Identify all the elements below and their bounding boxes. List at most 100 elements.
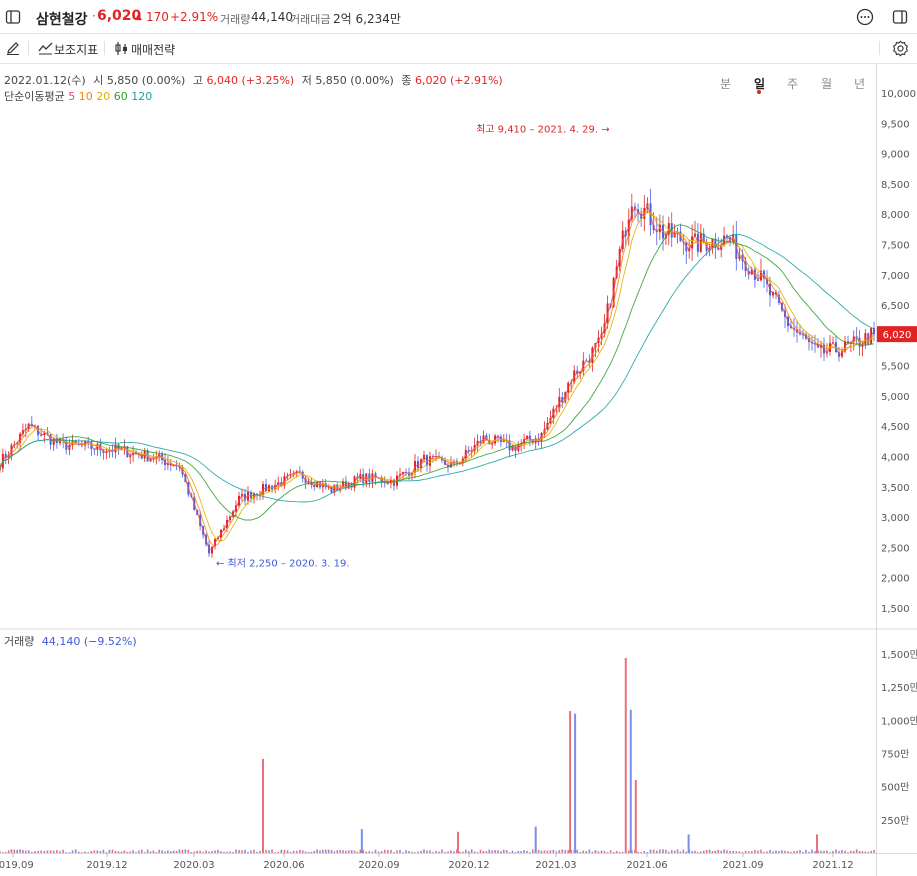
volume-bar xyxy=(90,850,93,853)
volume-bar xyxy=(832,850,834,853)
period-year[interactable]: 년 xyxy=(854,77,866,91)
price-tick-label: 3,500 xyxy=(881,483,910,494)
volume-bar xyxy=(855,849,858,853)
volume-label: 거래량 xyxy=(220,13,251,26)
volume-bar xyxy=(319,850,321,853)
volume-bar xyxy=(476,852,479,853)
indicator-icon[interactable] xyxy=(37,39,53,57)
volume-bar xyxy=(295,850,298,853)
volume-tick-label: 1,250만 xyxy=(881,682,917,694)
volume-bar xyxy=(417,851,419,853)
volume-bar xyxy=(858,850,861,853)
volume-bar xyxy=(143,852,146,853)
volume-bar xyxy=(155,852,158,853)
volume-bar xyxy=(741,852,744,853)
sidebar-toggle-icon[interactable] xyxy=(4,8,22,26)
volume-bar xyxy=(114,850,117,853)
volume-bar xyxy=(259,850,261,853)
volume-bar xyxy=(781,850,783,853)
volume-bar xyxy=(161,850,163,853)
volume-bar xyxy=(426,850,428,853)
strategy-icon[interactable] xyxy=(113,39,129,57)
volume-bar xyxy=(628,850,630,853)
volume-bar xyxy=(135,851,137,853)
volume-bar xyxy=(717,849,720,853)
volume-bar xyxy=(662,849,664,853)
period-week[interactable]: 주 xyxy=(787,77,799,91)
volume-bar xyxy=(546,850,549,853)
volume-bar xyxy=(333,851,336,853)
volume-bar xyxy=(0,851,1,853)
candle-body xyxy=(0,468,1,470)
ma-line-120 xyxy=(0,233,875,503)
volume-bar xyxy=(268,850,270,853)
volume-tick-label: 1,000만 xyxy=(881,715,917,727)
volume-bar xyxy=(132,850,134,853)
volume-bar xyxy=(87,852,89,853)
ma-label: 단순이동평균 xyxy=(4,90,65,103)
volume-bar xyxy=(467,851,470,853)
low-annotation: ← 최저 2,250 – 2020. 3. 19. xyxy=(216,558,350,570)
volume-bar xyxy=(488,849,491,853)
volume-bar xyxy=(339,850,341,853)
panel-toggle-icon[interactable] xyxy=(890,7,910,27)
volume-tick-label: 750만 xyxy=(881,749,909,761)
candle-body xyxy=(172,465,175,467)
settings-gear-icon[interactable] xyxy=(890,38,910,58)
volume-spike-bar xyxy=(624,657,627,853)
info-low: 5,850 (0.00%) xyxy=(315,74,394,87)
volume-bar xyxy=(665,849,667,853)
volume-bar xyxy=(517,850,520,853)
time-tick-label: 2019.09 xyxy=(0,860,34,871)
volume-bar xyxy=(494,850,496,853)
volume-bar xyxy=(199,850,201,853)
more-options-icon[interactable] xyxy=(855,7,875,27)
volume-bar xyxy=(852,850,855,853)
indicator-button[interactable]: 보조지표 xyxy=(54,43,99,57)
candles xyxy=(0,188,875,558)
price-change: 170 xyxy=(146,10,169,24)
volume-bar xyxy=(808,851,810,853)
high-annotation: 최고 9,410 – 2021. 4. 29. → xyxy=(476,124,610,136)
volume-bar xyxy=(99,851,102,853)
time-tick-label: 2021.03 xyxy=(535,860,576,871)
volume-bar xyxy=(526,850,528,853)
volume-bar xyxy=(52,850,55,853)
period-month[interactable]: 월 xyxy=(821,77,833,91)
current-price-tag xyxy=(877,326,917,343)
draw-pencil-icon[interactable] xyxy=(4,39,22,57)
volume-bar xyxy=(811,849,813,853)
volume-bar xyxy=(655,850,658,853)
volume-bar xyxy=(356,851,359,853)
volume-bar xyxy=(277,851,280,853)
current-price: 6,020 xyxy=(97,8,142,24)
volume-bar xyxy=(600,850,603,853)
period-day[interactable]: 일 xyxy=(754,77,766,91)
volume-bar xyxy=(555,851,558,853)
stock-chart[interactable]: 10,000 9,500 9,000 8,500 8,000 7,500 7,000 6,50… xyxy=(0,64,917,876)
volume-bar xyxy=(844,850,846,853)
volume-bar xyxy=(217,849,219,853)
volume-bar xyxy=(286,850,289,853)
volume-bar xyxy=(172,850,175,853)
volume-bar xyxy=(615,850,618,853)
volume-bar xyxy=(778,850,780,853)
volume-spike-bar xyxy=(360,829,363,853)
amount-value: 2억 6,234만 xyxy=(333,12,401,26)
ma-legend: 단순이동평균 5 10 20 60 120 xyxy=(4,88,152,104)
volume-bar xyxy=(659,849,661,853)
volume-bar xyxy=(621,852,624,853)
volume-bar xyxy=(22,850,24,853)
volume-bar xyxy=(438,851,440,853)
volume-tick-label: 500만 xyxy=(881,782,909,794)
price-tick-label: 9,000 xyxy=(881,150,910,161)
volume-bar xyxy=(322,849,324,853)
period-minute[interactable]: 분 xyxy=(720,77,732,91)
volume-bar xyxy=(158,849,160,853)
volume-bar xyxy=(123,850,126,853)
strategy-button[interactable]: 매매전략 xyxy=(131,43,176,57)
volume-spike-bar xyxy=(262,758,264,853)
volume-bar xyxy=(324,849,327,853)
volume-bar xyxy=(146,849,149,853)
volume-bar xyxy=(226,851,228,853)
